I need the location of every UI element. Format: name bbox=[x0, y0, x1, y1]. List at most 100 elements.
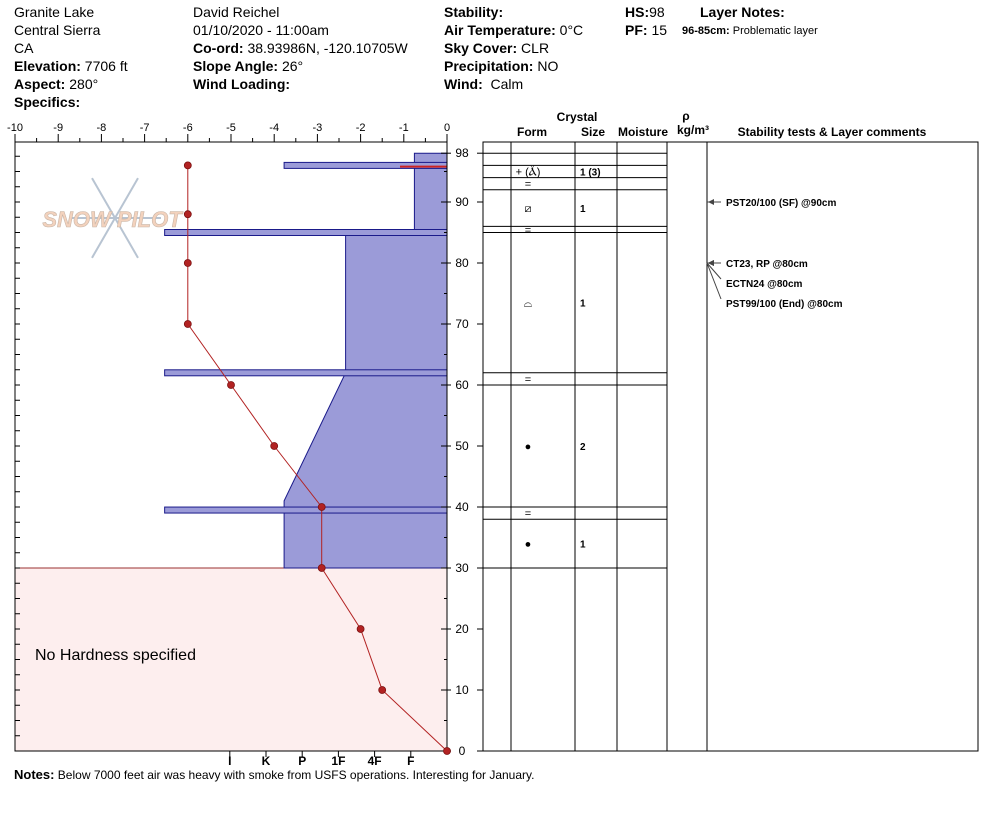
wind-label: Wind: bbox=[444, 76, 483, 92]
stability-test-label: ECTN24 @80cm bbox=[726, 279, 803, 290]
temp-tick-label: -1 bbox=[399, 122, 409, 134]
hardness-tick-label: 1F bbox=[331, 754, 345, 768]
stability-header: Stability tests & Layer comments bbox=[738, 125, 927, 139]
depth-tick-label: 70 bbox=[455, 317, 469, 331]
notes: Notes: Below 7000 feet air was heavy wit… bbox=[14, 767, 534, 782]
air-temp-value: 0°C bbox=[559, 22, 584, 38]
temperature-point bbox=[183, 259, 192, 267]
hardness-tick-label: K bbox=[262, 754, 271, 768]
state: CA bbox=[14, 40, 34, 56]
location-name: Granite Lake bbox=[14, 4, 95, 20]
slope-value: 26° bbox=[281, 58, 304, 74]
temp-tick-label: 0 bbox=[444, 122, 450, 134]
crystal-header: Crystal bbox=[557, 110, 598, 124]
watermark-flake-arm bbox=[91, 217, 116, 259]
layer-note-text: Problematic layer bbox=[732, 25, 818, 37]
aspect: Aspect: 280° bbox=[14, 75, 98, 93]
depth-tick-label: 0 bbox=[459, 744, 466, 758]
elevation: Elevation: 7706 ft bbox=[14, 57, 128, 75]
layer-line bbox=[164, 506, 448, 514]
slope-angle: Slope Angle: 26° bbox=[193, 57, 303, 75]
stability-label: Stability: bbox=[444, 4, 504, 20]
depth-tick-label: 10 bbox=[455, 683, 469, 697]
air-temperature: Air Temperature: 0°C bbox=[444, 21, 583, 39]
layer-size: 1 bbox=[580, 204, 586, 215]
pf-value: 15 bbox=[651, 22, 668, 38]
hardness-tick-label: F bbox=[407, 754, 414, 768]
temperature-point bbox=[183, 320, 192, 328]
aspect-label: Aspect: bbox=[14, 76, 66, 92]
wind: Wind: Calm bbox=[444, 75, 523, 93]
layer-size: 2 bbox=[580, 442, 586, 453]
stability-test-label: CT23, RP @80cm bbox=[726, 259, 808, 270]
depth-tick-label: 40 bbox=[455, 500, 469, 514]
temperature-point bbox=[183, 161, 192, 170]
aspect-value: 280° bbox=[69, 76, 99, 92]
coord-value: 38.93986N, -120.10705W bbox=[247, 40, 408, 56]
stability-test-label: PST20/100 (SF) @90cm bbox=[726, 198, 836, 209]
stability-test-arrowhead bbox=[708, 199, 714, 205]
watermark-flake-arm bbox=[91, 177, 116, 219]
depth-tick-label: 98 bbox=[455, 146, 469, 160]
depth-tick-label: 20 bbox=[455, 622, 469, 636]
snowpilot-watermark: SNOW PILOT bbox=[42, 177, 184, 259]
snow-height: HS:98 bbox=[625, 3, 665, 21]
elevation-label: Elevation: bbox=[14, 58, 81, 74]
density-unit-header: kg/m³ bbox=[677, 123, 709, 137]
sky-value: CLR bbox=[521, 40, 550, 56]
specifics-label: Specifics: bbox=[14, 94, 81, 110]
temperature-point bbox=[443, 747, 451, 755]
sky-cover: Sky Cover: CLR bbox=[444, 39, 549, 57]
coordinates: Co-ord: 38.93986N, -120.10705W bbox=[193, 39, 408, 57]
hardness-profile bbox=[283, 152, 448, 569]
temp-tick-label: -6 bbox=[183, 122, 193, 134]
wind-value: Calm bbox=[490, 76, 524, 92]
temp-tick-label: -4 bbox=[269, 122, 279, 134]
temp-tick-label: -3 bbox=[313, 122, 323, 134]
form-header: Form bbox=[517, 125, 547, 139]
hardness-tick-label: I bbox=[228, 754, 231, 768]
temperature-point bbox=[378, 686, 387, 694]
stability-test-arrow bbox=[706, 262, 722, 300]
slope-label: Slope Angle: bbox=[193, 58, 279, 74]
no-hardness-label: No Hardness specified bbox=[35, 647, 196, 664]
depth-tick-label: 80 bbox=[455, 256, 469, 270]
layer-form: = bbox=[525, 179, 531, 191]
layer-form: = bbox=[525, 374, 531, 386]
layer-form: ● bbox=[525, 539, 532, 551]
layer-form: + (Ⲁ̆) bbox=[516, 165, 541, 178]
air-temp-label: Air Temperature: bbox=[444, 22, 556, 38]
layer-size: 1 bbox=[580, 540, 586, 551]
temp-tick-label: -5 bbox=[226, 122, 236, 134]
layer-line bbox=[164, 229, 448, 236]
layer-form: ● bbox=[525, 441, 532, 453]
stability-test-arrowhead bbox=[708, 260, 714, 266]
temp-tick-label: -10 bbox=[7, 122, 23, 134]
observation-datetime: 01/10/2020 - 11:00am bbox=[193, 22, 329, 38]
stability-test-label: PST99/100 (End) @80cm bbox=[726, 299, 843, 310]
temp-tick-label: -7 bbox=[140, 122, 150, 134]
depth-tick-label: 50 bbox=[455, 439, 469, 453]
temp-tick-label: -9 bbox=[53, 122, 63, 134]
no-hardness-region bbox=[14, 567, 448, 752]
rho-header: ρ bbox=[682, 109, 689, 123]
precipitation: Precipitation: NO bbox=[444, 57, 558, 75]
depth-tick-label: 90 bbox=[455, 195, 469, 209]
temp-tick-label: -2 bbox=[356, 122, 366, 134]
watermark-flake-arm bbox=[114, 217, 139, 259]
hs-value: 98 bbox=[649, 4, 665, 20]
temperature-point bbox=[356, 625, 365, 633]
pf-label: PF: bbox=[625, 22, 648, 38]
layer-form: = bbox=[525, 508, 531, 520]
layer-table-frame bbox=[482, 141, 979, 752]
temperature-point bbox=[317, 564, 326, 572]
temperature-point bbox=[227, 381, 235, 389]
penetration-foot: PF: 15 bbox=[625, 21, 667, 39]
watermark-text: SNOW PILOT bbox=[42, 207, 183, 232]
layer-form: = bbox=[525, 224, 531, 236]
coord-label: Co-ord: bbox=[193, 40, 244, 56]
temp-tick-label: -8 bbox=[97, 122, 107, 134]
depth-tick-label: 30 bbox=[455, 561, 469, 575]
layer-size: 1 bbox=[580, 299, 586, 310]
